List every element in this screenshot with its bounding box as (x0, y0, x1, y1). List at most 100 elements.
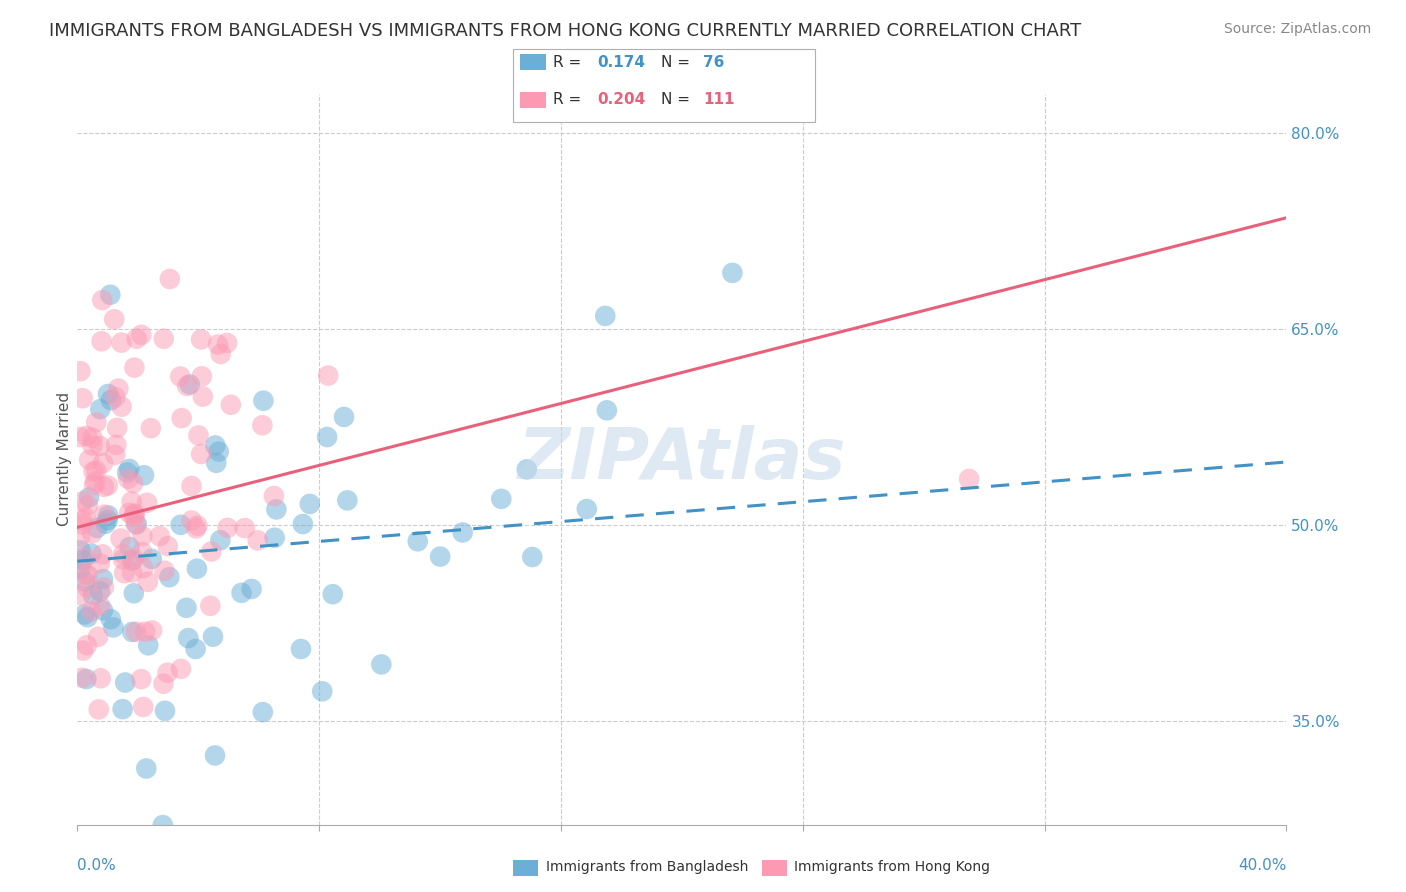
Point (129, 672, 152, 686)
Point (180, 479, 202, 493)
Point (110, 400, 132, 414)
Point (180, 514, 202, 528)
Point (153, 704, 176, 718)
Text: 111: 111 (703, 93, 734, 107)
Point (169, 369, 191, 384)
Point (103, 620, 125, 634)
Point (176, 379, 198, 393)
Point (103, 312, 125, 326)
Point (149, 529, 172, 543)
Point (72, 643, 94, 657)
Point (263, 489, 285, 503)
Point (84, 415, 107, 429)
Point (131, 327, 153, 342)
Point (316, 368, 339, 383)
Point (240, 582, 263, 596)
Point (112, 552, 135, 566)
Point (201, 630, 224, 644)
Point (69, 543, 91, 558)
Point (122, 551, 145, 566)
Point (156, 539, 179, 553)
Point (186, 562, 208, 576)
Point (75, 672, 97, 686)
Point (205, 456, 228, 470)
Point (90, 671, 112, 685)
Point (93, 580, 115, 594)
Point (110, 335, 132, 350)
Point (118, 540, 141, 554)
Point (80, 547, 103, 561)
Point (153, 564, 176, 578)
Text: ZIPAtlas: ZIPAtlas (517, 425, 846, 494)
Point (121, 553, 143, 567)
Point (122, 509, 145, 524)
Point (97, 478, 120, 492)
Point (125, 332, 148, 346)
Point (124, 517, 146, 532)
Point (139, 421, 162, 435)
Point (593, 309, 616, 323)
Point (136, 638, 159, 652)
Point (152, 676, 174, 690)
Point (451, 525, 474, 540)
Point (522, 549, 544, 564)
Point (84, 464, 107, 478)
Point (136, 496, 159, 510)
Point (298, 497, 321, 511)
Point (122, 586, 145, 600)
Text: Source: ZipAtlas.com: Source: ZipAtlas.com (1223, 22, 1371, 37)
Point (209, 533, 232, 548)
Point (252, 705, 274, 719)
Text: Immigrants from Bangladesh: Immigrants from Bangladesh (546, 860, 748, 874)
Point (82, 438, 104, 452)
Point (336, 493, 359, 508)
Point (208, 444, 231, 458)
Point (152, 818, 174, 832)
Point (124, 360, 146, 375)
Point (322, 587, 344, 601)
Point (316, 430, 339, 444)
Point (110, 532, 132, 546)
Point (69, 430, 91, 444)
Point (125, 624, 148, 639)
Point (159, 272, 181, 286)
Point (136, 574, 159, 589)
Point (141, 624, 163, 638)
Point (219, 398, 242, 412)
Point (186, 518, 208, 533)
Point (72, 517, 94, 532)
Point (76, 610, 98, 624)
Point (105, 421, 128, 435)
Point (233, 521, 256, 535)
Point (114, 675, 136, 690)
Point (73, 574, 96, 589)
Point (209, 347, 232, 361)
Point (84, 475, 107, 489)
Point (217, 521, 239, 535)
Point (252, 418, 274, 433)
Point (170, 411, 193, 425)
Point (141, 552, 163, 566)
Point (215, 335, 238, 350)
Point (73, 550, 96, 565)
Point (124, 507, 146, 521)
Point (121, 566, 143, 580)
Point (156, 665, 179, 680)
Point (75, 567, 97, 582)
Point (132, 561, 155, 575)
Point (184, 521, 207, 535)
Text: 0.174: 0.174 (598, 55, 645, 70)
Point (169, 517, 191, 532)
Point (77, 498, 100, 512)
Point (491, 491, 513, 506)
Point (152, 332, 174, 346)
Point (190, 332, 212, 346)
Point (89, 557, 111, 571)
Point (90, 334, 112, 349)
Point (97, 387, 120, 401)
Point (311, 684, 333, 698)
Point (179, 377, 201, 392)
Point (69, 530, 91, 544)
Text: 0.0%: 0.0% (77, 858, 117, 872)
Point (72, 513, 94, 527)
